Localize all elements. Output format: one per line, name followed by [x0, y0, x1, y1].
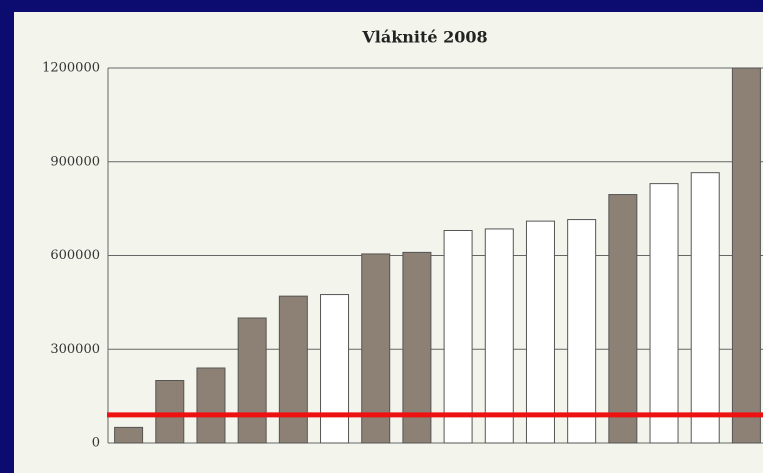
bar — [567, 219, 597, 444]
y-tick-label: 0 — [92, 436, 100, 451]
bar — [402, 251, 432, 444]
y-tick-label: 600000 — [50, 248, 100, 263]
y-tick-label: 900000 — [50, 154, 100, 169]
bar — [114, 426, 144, 444]
bar — [443, 230, 473, 444]
bar — [608, 194, 638, 444]
bar — [320, 294, 350, 444]
bar — [649, 183, 679, 444]
bar — [196, 367, 226, 444]
bar — [525, 220, 555, 444]
y-tick-label: 300000 — [50, 342, 100, 357]
y-tick-label: 1200000 — [42, 61, 100, 76]
bar — [731, 67, 761, 444]
bar — [155, 380, 185, 444]
bar — [278, 295, 308, 444]
bar — [237, 317, 267, 444]
bar — [690, 172, 720, 444]
bar — [361, 253, 391, 444]
bar — [484, 228, 514, 444]
chart-title: Vláknité 2008 — [361, 28, 487, 47]
